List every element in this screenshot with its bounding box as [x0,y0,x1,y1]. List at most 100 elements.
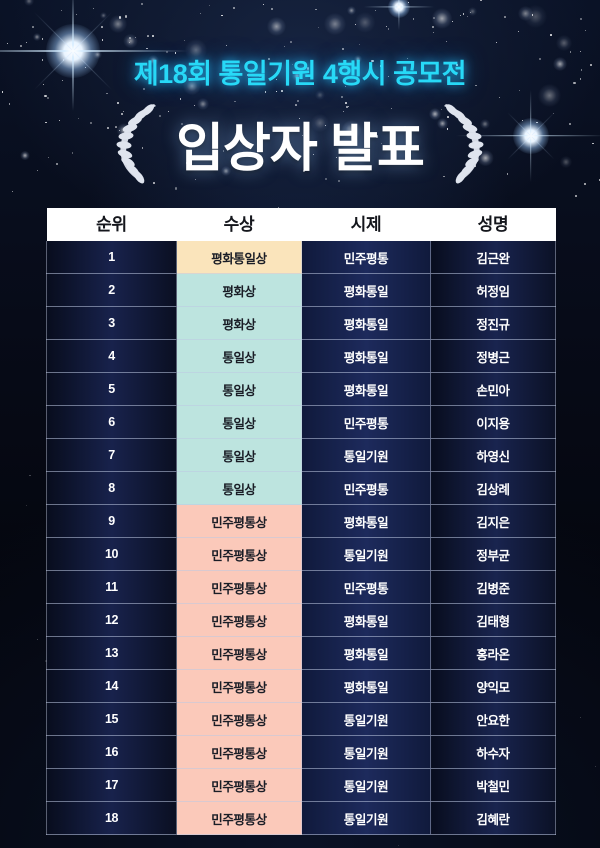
lens-flare-top-right [363,0,434,30]
cell-name: 김상례 [430,471,556,505]
cell-name: 김병준 [430,570,556,604]
star-dot [451,21,453,22]
star-dot [37,638,38,640]
column-header-name: 성명 [430,208,556,241]
star-glow [354,12,376,34]
star-dot [432,31,435,33]
star-dot [595,766,596,768]
star-dot [433,16,435,19]
table-row: 16 민주평통상 통일기원 하수자 [46,735,556,769]
table-row: 17 민주평통상 통일기원 박철민 [46,768,556,802]
star-dot [412,17,415,20]
cell-award: 민주평통상 [176,537,302,571]
star-dot [140,2,143,5]
star-dot [199,13,201,15]
star-dot [574,195,577,198]
cell-award: 민주평통상 [176,504,302,538]
star-dot [42,38,44,40]
star-dot [550,34,553,36]
cell-theme: 통일기원 [301,702,431,736]
cell-name: 하수자 [430,735,556,769]
star-dot [459,15,461,17]
cell-theme: 평화통일 [301,273,431,307]
cell-name: 홍라온 [430,636,556,670]
star-dot [151,34,154,38]
cell-theme: 민주평통 [301,471,431,505]
star-dot [100,26,103,29]
cell-theme: 평화통일 [301,372,431,406]
star-dot [386,26,388,28]
table-row: 2 평화상 평화통일 허정임 [46,273,556,307]
star-dot [584,29,587,32]
cell-award: 민주평통상 [176,768,302,802]
star-dot [264,91,267,93]
star-dot [174,187,177,190]
star-glow [314,89,326,100]
star-dot [531,14,533,16]
laurel-wreath-left-icon [110,101,166,185]
cell-theme: 민주평통 [301,405,431,439]
cell-rank: 12 [46,603,177,637]
star-dot [184,40,186,42]
star-dot [270,8,273,11]
star-glow [24,0,34,6]
star-dot [398,845,399,847]
cell-rank: 1 [46,241,177,274]
winners-table-body: 1 평화통일상 민주평통 김근완 2 평화상 평화통일 허정임 3 평화상 평화통일 정진규 4 통일상 평… [46,241,556,835]
star-glow [266,16,286,36]
cell-rank: 13 [46,636,177,670]
cell-theme: 민주평통 [301,570,431,604]
table-row: 14 민주평통상 평화통일 양익모 [46,669,556,703]
star-dot [119,16,122,19]
cell-theme: 통일기원 [301,735,431,769]
column-header-rank: 순위 [46,208,177,241]
cell-award: 민주평통상 [176,570,302,604]
star-dot [2,91,4,93]
cell-rank: 15 [46,702,177,736]
cell-name: 하영신 [430,438,556,472]
star-glow [347,5,357,16]
cell-award: 통일상 [176,471,302,505]
cell-award: 민주평통상 [176,735,302,769]
star-dot [29,474,31,477]
star-dot [496,42,497,43]
table-row: 5 통일상 평화통일 손민아 [46,372,556,406]
star-dot [431,26,434,29]
star-dot [226,45,227,47]
star-dot [25,42,27,44]
star-dot [462,13,464,15]
column-header-theme: 시제 [301,208,431,241]
cell-theme: 평화통일 [301,603,431,637]
star-dot [125,15,128,18]
cell-theme: 평화통일 [301,306,431,340]
cell-name: 정부균 [430,537,556,571]
cell-award: 민주평통상 [176,636,302,670]
cell-rank: 7 [46,438,177,472]
cell-rank: 2 [46,273,177,307]
cell-award: 평화상 [176,306,302,340]
table-row: 7 통일상 통일기원 하영신 [46,438,556,472]
star-dot [354,24,356,26]
cell-name: 김지은 [430,504,556,538]
cell-name: 김혜란 [430,801,556,835]
table-row: 4 통일상 평화통일 정병근 [46,339,556,373]
cell-rank: 3 [46,306,177,340]
star-dot [32,26,35,28]
star-dot [315,8,317,10]
star-dot [232,6,235,9]
star-dot [262,3,264,5]
star-dot [147,35,149,38]
star-dot [11,190,13,192]
cell-name: 정진규 [430,306,556,340]
cell-name: 이지용 [430,405,556,439]
star-dot [106,92,108,95]
poster-title-row: 입상자 발표 [0,100,600,186]
cell-theme: 통일기원 [301,438,431,472]
star-dot [128,36,131,40]
star-glow [524,5,548,28]
star-dot [145,47,148,50]
cell-rank: 17 [46,768,177,802]
star-dot [374,9,376,11]
star-dot [76,13,77,15]
star-dot [208,4,210,6]
